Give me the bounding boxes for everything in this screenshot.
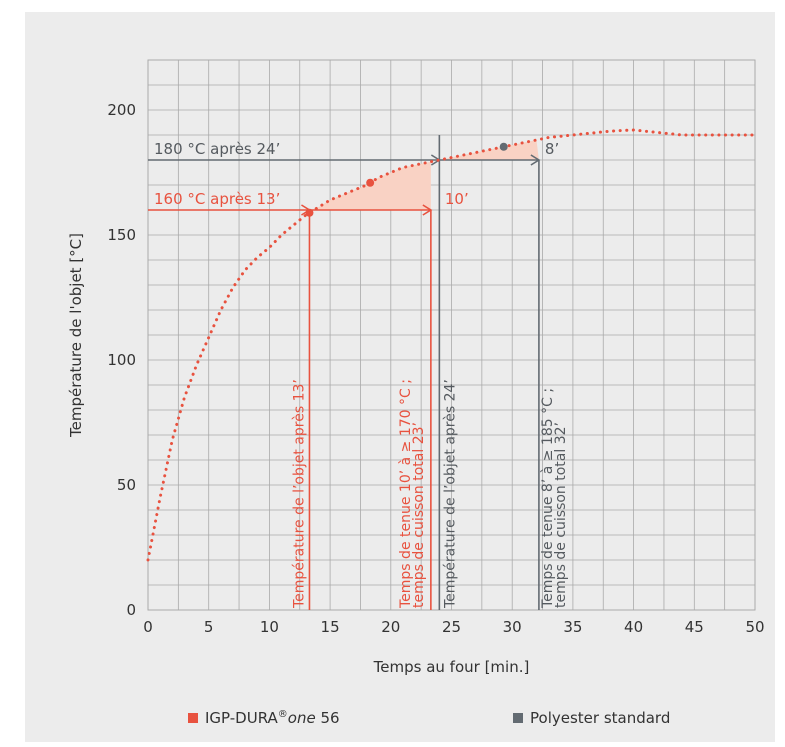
y-tick-label: 200 — [107, 101, 136, 119]
legend-swatch-igp — [188, 713, 198, 723]
curve-marker — [499, 142, 508, 151]
x-tick-label: 40 — [624, 618, 643, 636]
x-tick-label: 45 — [685, 618, 704, 636]
x-tick-label: 25 — [442, 618, 461, 636]
igp-vline-23-label-line1: Temps de tenue 10’ à ≥ 170 °C ; — [398, 379, 414, 609]
y-axis-label: Température de l'objet [°C] — [67, 233, 85, 438]
x-tick-label: 20 — [381, 618, 400, 636]
x-tick-label: 35 — [563, 618, 582, 636]
legend-item-standard: Polyester standard — [513, 709, 670, 727]
standard-temp-label: 180 °C après 24’ — [154, 140, 280, 158]
legend-swatch-standard — [513, 713, 523, 723]
y-tick-label: 50 — [117, 476, 136, 494]
igp-holding-area — [309, 161, 431, 213]
curve-marker — [366, 178, 375, 187]
legend-label-igp: IGP-DURA®one 56 — [205, 709, 340, 727]
y-tick-label: 150 — [107, 226, 136, 244]
standard-hold-label: 8’ — [545, 140, 559, 158]
y-tick-label: 100 — [107, 351, 136, 369]
x-tick-label: 0 — [143, 618, 153, 636]
x-tick-label: 15 — [321, 618, 340, 636]
igp-hold-label: 10’ — [445, 190, 469, 208]
standard-vline-32-label-line2: temps de cuisson total 32’ — [553, 422, 569, 608]
legend-label-standard: Polyester standard — [530, 709, 671, 727]
igp-vline-13-label: Température de l’objet après 13’ — [291, 379, 307, 609]
x-tick-label: 5 — [204, 618, 214, 636]
standard-vline-24-label: Température de l’objet après 24’ — [442, 379, 458, 609]
igp-vline-23-label-line2: temps de cuisson total 23’ — [411, 422, 427, 608]
igp-hold-arrow-arrowhead — [422, 204, 433, 216]
y-tick-label: 0 — [126, 601, 136, 619]
temperature-curve — [146, 128, 757, 562]
legend-item-igp: IGP-DURA®one 56 — [188, 709, 340, 727]
chart-panel: 180 °C après 24’ 160 °C après 13’ 10’ 8’ Tem… — [25, 12, 775, 742]
standard-hold-arrow-arrowhead — [530, 154, 541, 166]
igp-temp-label: 160 °C après 13’ — [154, 190, 280, 208]
x-tick-label: 50 — [745, 618, 764, 636]
x-axis-label: Temps au four [min.] — [373, 658, 530, 676]
x-tick-label: 10 — [260, 618, 279, 636]
curve-marker — [305, 208, 314, 217]
standard-vline-32-label-line1: Temps de tenue 8’ à ≥ 185 °C ; — [540, 388, 556, 609]
x-tick-label: 30 — [503, 618, 522, 636]
oven-temperature-chart: 180 °C après 24’ 160 °C après 13’ 10’ 8’ Tem… — [67, 59, 765, 676]
